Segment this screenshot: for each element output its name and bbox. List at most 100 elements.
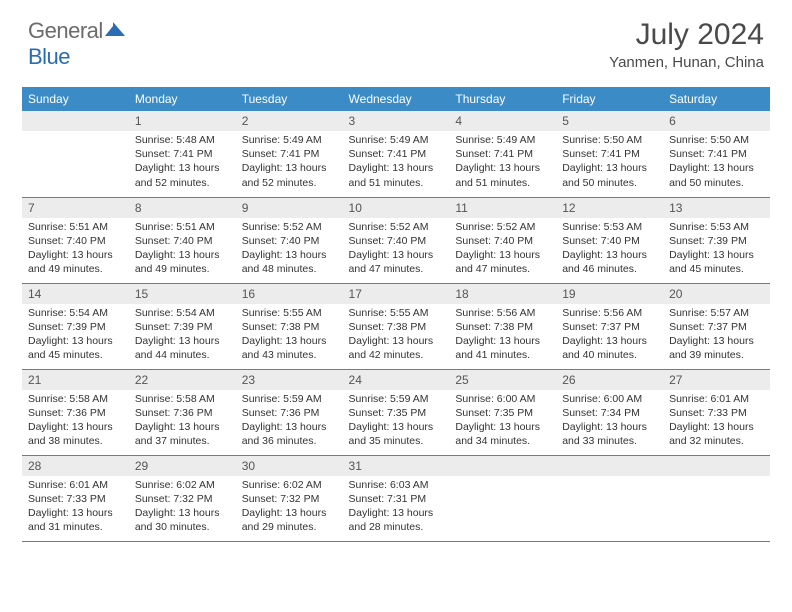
calendar-cell: 27Sunrise: 6:01 AMSunset: 7:33 PMDayligh… (663, 369, 770, 455)
daylight-line: Daylight: 13 hours and 50 minutes. (669, 161, 764, 189)
calendar-cell: 11Sunrise: 5:52 AMSunset: 7:40 PMDayligh… (449, 197, 556, 283)
daylight-line: Daylight: 13 hours and 49 minutes. (135, 248, 230, 276)
day-number: 6 (663, 111, 770, 131)
day-number: 31 (343, 456, 450, 476)
daylight-line: Daylight: 13 hours and 44 minutes. (135, 334, 230, 362)
calendar-cell: 30Sunrise: 6:02 AMSunset: 7:32 PMDayligh… (236, 455, 343, 541)
sunset-line: Sunset: 7:40 PM (28, 234, 123, 248)
day-details: Sunrise: 5:56 AMSunset: 7:38 PMDaylight:… (449, 304, 556, 367)
daylight-line: Daylight: 13 hours and 34 minutes. (455, 420, 550, 448)
dayname-thursday: Thursday (449, 87, 556, 111)
sunrise-line: Sunrise: 5:55 AM (242, 306, 337, 320)
day-details: Sunrise: 5:51 AMSunset: 7:40 PMDaylight:… (22, 218, 129, 281)
location-label: Yanmen, Hunan, China (609, 54, 764, 71)
calendar-cell (663, 455, 770, 541)
sunset-line: Sunset: 7:41 PM (349, 147, 444, 161)
sunrise-line: Sunrise: 5:56 AM (562, 306, 657, 320)
sunset-line: Sunset: 7:39 PM (28, 320, 123, 334)
daylight-line: Daylight: 13 hours and 35 minutes. (349, 420, 444, 448)
day-details: Sunrise: 5:56 AMSunset: 7:37 PMDaylight:… (556, 304, 663, 367)
day-number: 24 (343, 370, 450, 390)
sunset-line: Sunset: 7:33 PM (28, 492, 123, 506)
daylight-line: Daylight: 13 hours and 48 minutes. (242, 248, 337, 276)
sunset-line: Sunset: 7:38 PM (242, 320, 337, 334)
sunrise-line: Sunrise: 5:57 AM (669, 306, 764, 320)
sunset-line: Sunset: 7:37 PM (669, 320, 764, 334)
day-details: Sunrise: 6:01 AMSunset: 7:33 PMDaylight:… (663, 390, 770, 453)
sunset-line: Sunset: 7:41 PM (135, 147, 230, 161)
calendar-cell: 21Sunrise: 5:58 AMSunset: 7:36 PMDayligh… (22, 369, 129, 455)
calendar-table: Sunday Monday Tuesday Wednesday Thursday… (22, 87, 770, 542)
sunset-line: Sunset: 7:36 PM (28, 406, 123, 420)
day-number: 13 (663, 198, 770, 218)
day-details: Sunrise: 5:48 AMSunset: 7:41 PMDaylight:… (129, 131, 236, 194)
daylight-line: Daylight: 13 hours and 46 minutes. (562, 248, 657, 276)
sunrise-line: Sunrise: 5:58 AM (135, 392, 230, 406)
calendar-week-row: 21Sunrise: 5:58 AMSunset: 7:36 PMDayligh… (22, 369, 770, 455)
daylight-line: Daylight: 13 hours and 32 minutes. (669, 420, 764, 448)
calendar-week-row: 28Sunrise: 6:01 AMSunset: 7:33 PMDayligh… (22, 455, 770, 541)
calendar-cell: 20Sunrise: 5:57 AMSunset: 7:37 PMDayligh… (663, 283, 770, 369)
daylight-line: Daylight: 13 hours and 30 minutes. (135, 506, 230, 534)
day-number: 15 (129, 284, 236, 304)
daylight-line: Daylight: 13 hours and 43 minutes. (242, 334, 337, 362)
day-details: Sunrise: 6:02 AMSunset: 7:32 PMDaylight:… (129, 476, 236, 539)
sunrise-line: Sunrise: 5:54 AM (135, 306, 230, 320)
calendar-cell: 22Sunrise: 5:58 AMSunset: 7:36 PMDayligh… (129, 369, 236, 455)
sunrise-line: Sunrise: 5:51 AM (28, 220, 123, 234)
day-details: Sunrise: 5:57 AMSunset: 7:37 PMDaylight:… (663, 304, 770, 367)
day-details: Sunrise: 5:49 AMSunset: 7:41 PMDaylight:… (449, 131, 556, 194)
day-details: Sunrise: 5:52 AMSunset: 7:40 PMDaylight:… (449, 218, 556, 281)
day-details: Sunrise: 6:00 AMSunset: 7:35 PMDaylight:… (449, 390, 556, 453)
sunset-line: Sunset: 7:41 PM (669, 147, 764, 161)
calendar-cell: 7Sunrise: 5:51 AMSunset: 7:40 PMDaylight… (22, 197, 129, 283)
sunrise-line: Sunrise: 6:00 AM (562, 392, 657, 406)
sunrise-line: Sunrise: 5:50 AM (669, 133, 764, 147)
day-number: 29 (129, 456, 236, 476)
day-details: Sunrise: 5:52 AMSunset: 7:40 PMDaylight:… (236, 218, 343, 281)
dayname-tuesday: Tuesday (236, 87, 343, 111)
day-number: 27 (663, 370, 770, 390)
day-details: Sunrise: 5:50 AMSunset: 7:41 PMDaylight:… (663, 131, 770, 194)
day-number: 1 (129, 111, 236, 131)
sunset-line: Sunset: 7:34 PM (562, 406, 657, 420)
daylight-line: Daylight: 13 hours and 50 minutes. (562, 161, 657, 189)
sunrise-line: Sunrise: 5:50 AM (562, 133, 657, 147)
daylight-line: Daylight: 13 hours and 52 minutes. (135, 161, 230, 189)
day-details: Sunrise: 5:53 AMSunset: 7:39 PMDaylight:… (663, 218, 770, 281)
calendar-cell: 14Sunrise: 5:54 AMSunset: 7:39 PMDayligh… (22, 283, 129, 369)
calendar-cell: 19Sunrise: 5:56 AMSunset: 7:37 PMDayligh… (556, 283, 663, 369)
day-details: Sunrise: 5:52 AMSunset: 7:40 PMDaylight:… (343, 218, 450, 281)
calendar-cell: 23Sunrise: 5:59 AMSunset: 7:36 PMDayligh… (236, 369, 343, 455)
calendar-cell: 25Sunrise: 6:00 AMSunset: 7:35 PMDayligh… (449, 369, 556, 455)
daylight-line: Daylight: 13 hours and 36 minutes. (242, 420, 337, 448)
sunset-line: Sunset: 7:40 PM (135, 234, 230, 248)
dayname-sunday: Sunday (22, 87, 129, 111)
sunset-line: Sunset: 7:36 PM (135, 406, 230, 420)
calendar-week-row: 7Sunrise: 5:51 AMSunset: 7:40 PMDaylight… (22, 197, 770, 283)
sunrise-line: Sunrise: 5:52 AM (349, 220, 444, 234)
sunset-line: Sunset: 7:32 PM (242, 492, 337, 506)
calendar-cell: 13Sunrise: 5:53 AMSunset: 7:39 PMDayligh… (663, 197, 770, 283)
sunset-line: Sunset: 7:35 PM (455, 406, 550, 420)
day-number: 17 (343, 284, 450, 304)
sunrise-line: Sunrise: 5:52 AM (455, 220, 550, 234)
dayname-monday: Monday (129, 87, 236, 111)
day-number (22, 111, 129, 131)
day-number (449, 456, 556, 476)
day-number: 30 (236, 456, 343, 476)
calendar-week-row: 1Sunrise: 5:48 AMSunset: 7:41 PMDaylight… (22, 111, 770, 197)
sunrise-line: Sunrise: 5:49 AM (349, 133, 444, 147)
day-name-row: Sunday Monday Tuesday Wednesday Thursday… (22, 87, 770, 111)
day-number: 14 (22, 284, 129, 304)
day-number (556, 456, 663, 476)
day-number: 5 (556, 111, 663, 131)
day-details: Sunrise: 5:50 AMSunset: 7:41 PMDaylight:… (556, 131, 663, 194)
sunrise-line: Sunrise: 6:00 AM (455, 392, 550, 406)
calendar-cell: 28Sunrise: 6:01 AMSunset: 7:33 PMDayligh… (22, 455, 129, 541)
day-details: Sunrise: 5:49 AMSunset: 7:41 PMDaylight:… (343, 131, 450, 194)
sunrise-line: Sunrise: 5:51 AM (135, 220, 230, 234)
sunrise-line: Sunrise: 6:02 AM (242, 478, 337, 492)
sunrise-line: Sunrise: 5:55 AM (349, 306, 444, 320)
daylight-line: Daylight: 13 hours and 31 minutes. (28, 506, 123, 534)
